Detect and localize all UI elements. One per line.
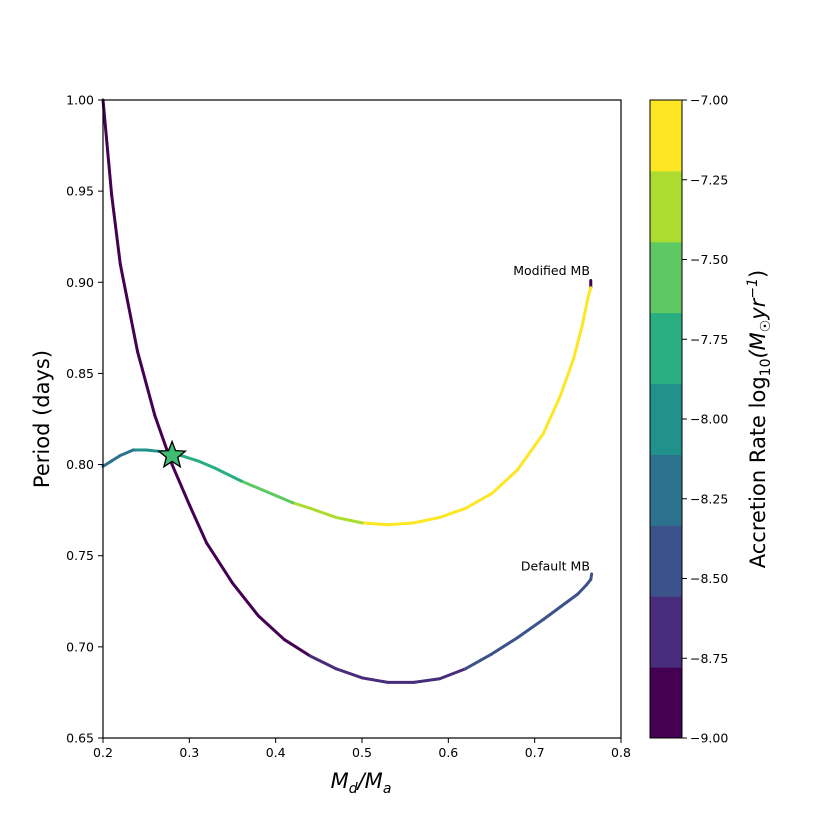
series-segment	[334, 667, 364, 680]
colorbar-tick-label: −7.75	[690, 332, 728, 347]
star-marker	[157, 439, 188, 469]
series-segment	[170, 463, 191, 507]
series-segment	[586, 286, 593, 299]
y-tick-label: 0.65	[66, 731, 94, 746]
colorbar-tick-label: −7.25	[690, 172, 728, 187]
y-tick-label: 0.75	[66, 548, 94, 563]
series-segment	[187, 503, 209, 545]
colorbar-tick-label: −8.50	[690, 571, 728, 586]
colorbar-bin	[650, 596, 682, 668]
y-axis-label: Period (days)	[30, 350, 54, 488]
series-segment	[239, 479, 269, 494]
series-segment	[559, 357, 576, 397]
series-segment	[515, 618, 545, 640]
series-annotation-modified-mb: Modified MB	[513, 263, 590, 278]
series-segment	[110, 453, 122, 463]
plot-area	[101, 98, 594, 684]
series-segment	[412, 677, 442, 684]
series-segment	[118, 448, 135, 457]
colorbar-tick-label: −8.25	[690, 491, 728, 506]
series-segment	[464, 492, 493, 510]
colorbar-bin	[650, 454, 682, 526]
colorbar-bin	[650, 170, 682, 243]
y-tick-label: 0.90	[66, 275, 94, 290]
y-tick-label: 0.70	[66, 639, 94, 654]
series-segment	[118, 262, 140, 354]
series-segment	[101, 459, 114, 468]
x-tick-label: 0.4	[266, 745, 286, 760]
x-axis: 0.2 0.3 0.4 0.5 0.6 0.7 0.8	[93, 738, 631, 760]
y-tick-label: 0.95	[66, 184, 94, 199]
series-segment	[179, 453, 200, 463]
x-tick-label: 0.7	[525, 745, 545, 760]
colorbar-bin	[650, 241, 682, 314]
series-segment	[515, 432, 545, 472]
series-segment	[334, 515, 364, 525]
series-segment	[360, 676, 390, 684]
y-axis: 0.65 0.70 0.75 0.80 0.85 0.90 0.95 1.00	[66, 93, 103, 746]
y-tick-label: 1.00	[66, 93, 94, 108]
series-1	[101, 98, 594, 684]
series-segment	[589, 572, 594, 581]
series-segment	[291, 501, 312, 510]
series-segment	[541, 393, 563, 436]
plot-frame	[102, 99, 622, 739]
series-segment	[231, 581, 260, 618]
series-segment	[196, 459, 217, 470]
series-segment	[110, 193, 122, 266]
colorbar-tick-label: −7.00	[690, 93, 728, 108]
series-segment	[541, 605, 563, 622]
x-tick-label: 0.2	[93, 745, 113, 760]
colorbar-tick-label: −8.75	[690, 651, 728, 666]
x-tick-label: 0.6	[438, 745, 458, 760]
colorbar-bin	[650, 383, 682, 455]
series-segment	[386, 521, 416, 527]
series-segment	[438, 506, 468, 519]
colorbar-tick-label: −9.00	[690, 731, 728, 746]
series-0	[101, 278, 593, 527]
colorbar-tick-label: −7.50	[690, 252, 728, 267]
x-tick-label: 0.5	[352, 745, 372, 760]
x-tick-label: 0.8	[611, 745, 631, 760]
series-segment	[213, 466, 243, 483]
series-segment	[136, 350, 157, 417]
colorbar-bin	[650, 667, 682, 739]
series-segment	[490, 636, 519, 656]
series-segment	[580, 295, 590, 328]
series-segment	[438, 667, 468, 681]
series-segment	[205, 541, 234, 585]
series-segment	[101, 98, 114, 197]
colorbar-bin	[650, 312, 682, 385]
series-segment	[282, 638, 312, 658]
series-segment	[308, 654, 338, 671]
series-segment	[308, 506, 338, 519]
series-segment	[360, 521, 390, 527]
series-segment	[490, 468, 519, 496]
series-segment	[576, 583, 588, 596]
series-segment	[572, 324, 584, 361]
series-annotation-default-mb: Default MB	[521, 558, 590, 573]
colorbar-tick-label: −8.00	[690, 412, 728, 427]
series-segment	[464, 652, 493, 671]
y-tick-label: 0.80	[66, 457, 94, 472]
series-segment	[559, 592, 580, 609]
series-segment	[265, 490, 295, 505]
colorbar-bin	[650, 525, 682, 597]
colorbar: −9.00 −8.75 −8.50 −8.25 −8.00 −7.75 −7.50 −7.25…	[649, 93, 728, 746]
colorbar-bin	[650, 100, 682, 172]
y-tick-label: 0.85	[66, 366, 94, 381]
x-axis-label: Md/Ma	[331, 769, 392, 797]
series-segment	[412, 515, 442, 525]
colorbar-label: Accretion Rate log10(M☉yr−1)	[745, 270, 774, 569]
series-segment	[256, 614, 286, 642]
x-tick-label: 0.3	[179, 745, 199, 760]
